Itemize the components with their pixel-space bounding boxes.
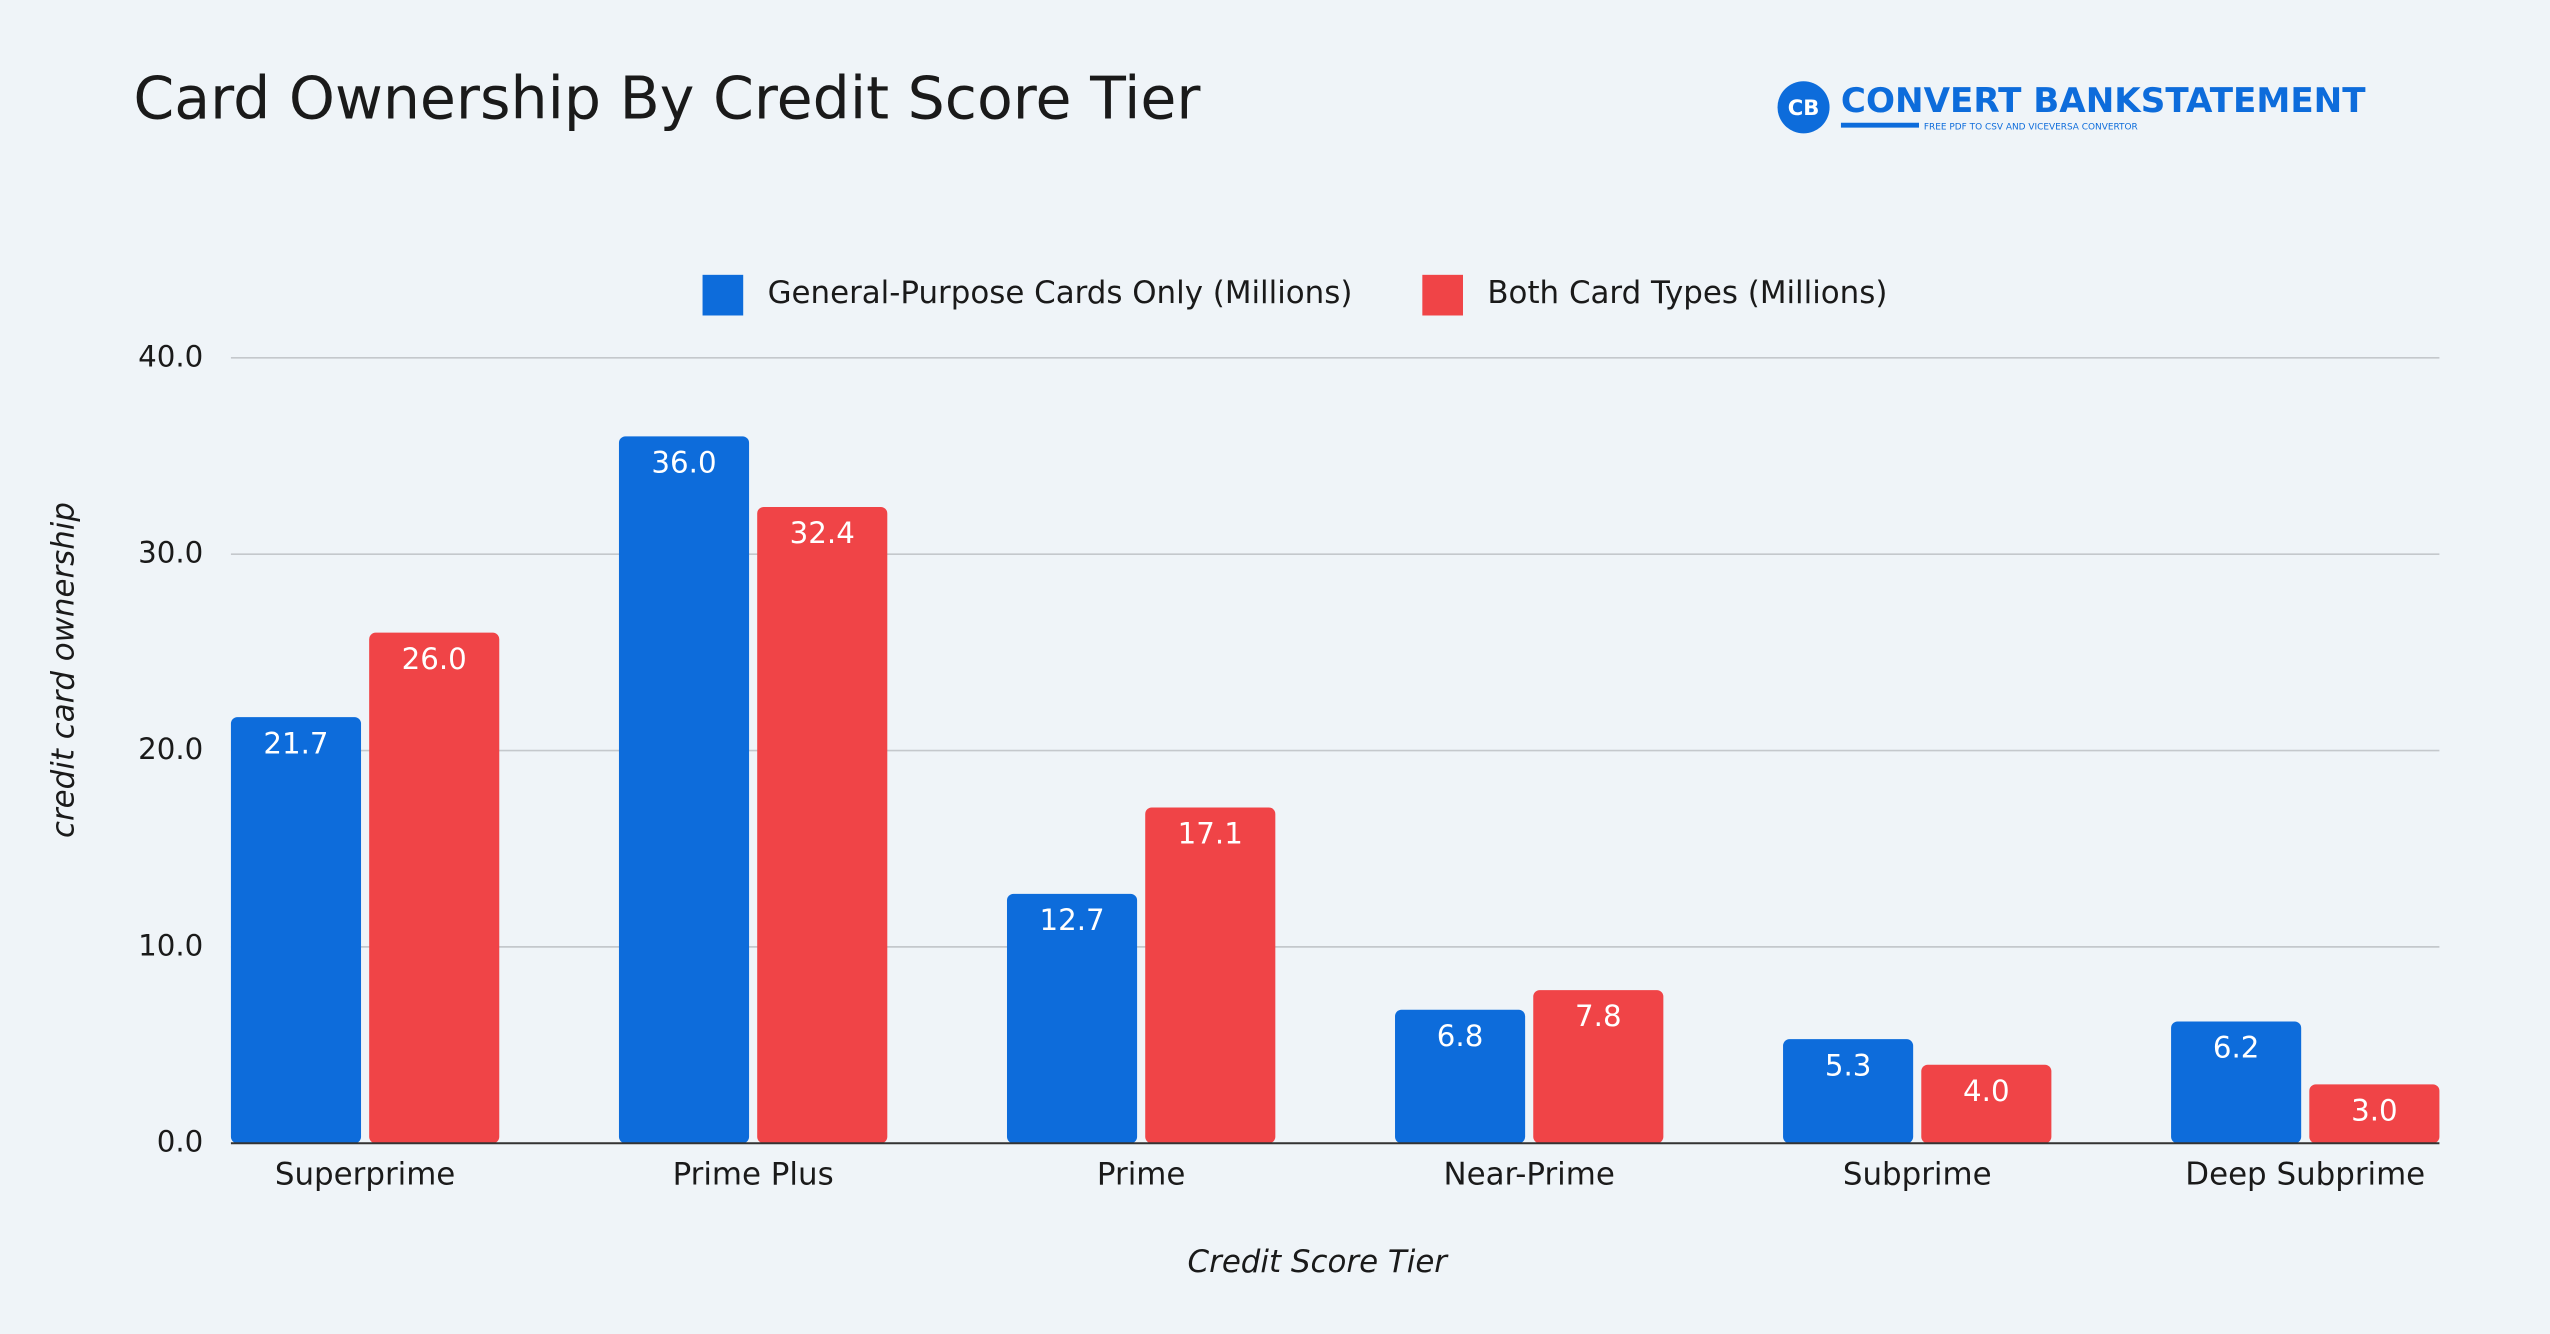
- y-tick-label: 40.0: [138, 339, 203, 373]
- legend-label: Both Card Types (Millions): [1487, 275, 1887, 311]
- bar: [1006, 893, 1138, 1144]
- legend-swatch: [702, 274, 744, 316]
- bar: [1921, 1064, 2052, 1144]
- legend-label: General-Purpose Cards Only (Millions): [768, 275, 1353, 311]
- y-axis-title: credit card ownership: [46, 502, 82, 838]
- x-axis-title: Credit Score Tier: [1188, 1244, 1450, 1280]
- y-tick-label: 0.0: [157, 1125, 204, 1159]
- bar: [757, 507, 888, 1144]
- logo-badge-circle: [1777, 81, 1830, 134]
- y-tick-label: 20.0: [138, 732, 203, 766]
- logo-name: CONVERT BANKSTATEMENT: [1841, 81, 2366, 121]
- value-label: 5.3: [1825, 1048, 1872, 1082]
- value-label: 21.7: [263, 726, 328, 760]
- value-label: 6.2: [2213, 1031, 2260, 1065]
- bar: [2171, 1021, 2302, 1144]
- value-label: 3.0: [2351, 1093, 2398, 1127]
- x-tick-label: Prime: [1097, 1156, 1185, 1192]
- x-tick-label: Subprime: [1843, 1156, 1992, 1192]
- bar: [369, 632, 500, 1144]
- value-label: 17.1: [1178, 817, 1243, 851]
- bar: [618, 436, 750, 1144]
- value-label: 12.7: [1039, 903, 1104, 937]
- x-tick-label: Deep Subprime: [2185, 1156, 2425, 1192]
- value-label: 7.8: [1575, 999, 1622, 1033]
- x-tick-label: Prime Plus: [673, 1156, 834, 1192]
- value-label: 36.0: [651, 445, 716, 479]
- value-label: 4.0: [1963, 1074, 2010, 1108]
- y-tick-label: 30.0: [138, 536, 203, 570]
- bar: [1533, 990, 1664, 1144]
- value-label: 26.0: [402, 642, 467, 676]
- bar: [1783, 1039, 1914, 1144]
- bar: [2309, 1084, 2440, 1144]
- x-tick-label: Near-Prime: [1444, 1156, 1615, 1192]
- chart-title: Card Ownership By Credit Score Tier: [133, 65, 1201, 133]
- bar: [1145, 807, 1276, 1144]
- logo-badge: CB: [1788, 95, 1820, 120]
- logo-tagline: FREE PDF TO CSV AND VICEVERSA CONVERTOR: [1924, 122, 2138, 132]
- legend-swatch: [1422, 274, 1463, 316]
- bar: [230, 717, 362, 1144]
- y-tick-label: 10.0: [138, 928, 203, 962]
- value-label: 6.8: [1437, 1019, 1484, 1053]
- value-label: 32.4: [790, 516, 855, 550]
- bar: [1395, 1009, 1526, 1144]
- x-tick-label: Superprime: [275, 1156, 455, 1192]
